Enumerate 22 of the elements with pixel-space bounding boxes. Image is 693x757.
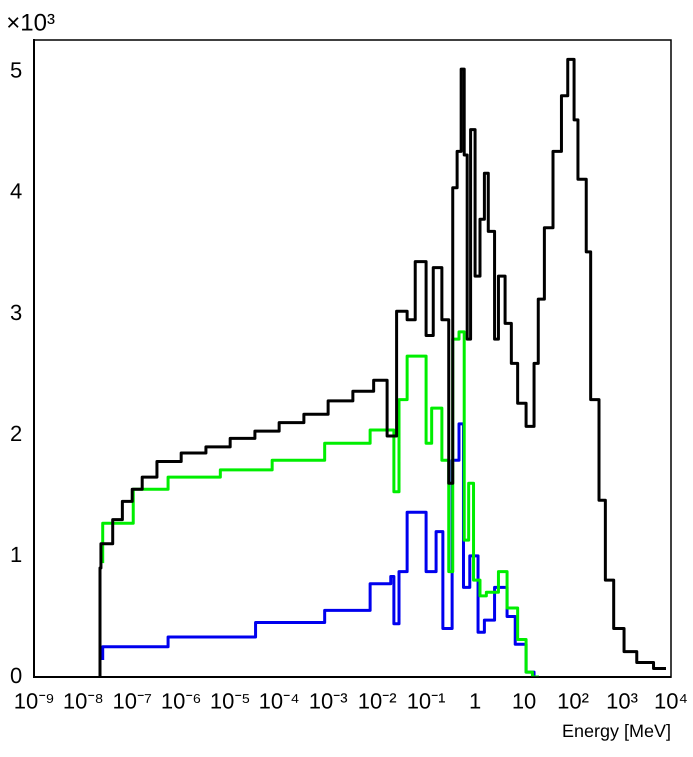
x-tick-label: 10⁻²	[358, 688, 397, 714]
x-tick-label: 10²	[557, 688, 589, 714]
y-tick-label: 1	[10, 542, 22, 567]
x-tick-label: 10⁴	[654, 688, 688, 714]
y-tick-label: 4	[10, 178, 22, 204]
x-tick-label: 10⁻⁴	[258, 688, 300, 714]
x-tick-label: 10⁻⁹	[14, 688, 55, 714]
y-tick-label: 0	[10, 663, 22, 688]
x-tick-label: 10³	[606, 688, 638, 714]
x-tick-label: 10	[512, 688, 536, 714]
x-tick-label: 10⁻⁵	[210, 688, 250, 714]
x-tick-label: 10⁻⁸	[62, 688, 104, 714]
x-axis-title: Energy [MeV]	[562, 721, 671, 742]
x-tick-label: 1	[468, 688, 482, 714]
x-tick-label: 10⁻⁷	[112, 688, 152, 714]
x-tick-label: 10⁻¹	[406, 688, 446, 714]
y-tick-label: 3	[10, 300, 22, 325]
y-tick-label: 2	[10, 420, 22, 446]
text: ×10³	[6, 10, 55, 37]
x-tick-label: 10⁻⁶	[160, 688, 202, 714]
y-tick-label: 5	[10, 58, 22, 83]
x-tick-label: 10⁻³	[308, 688, 348, 714]
